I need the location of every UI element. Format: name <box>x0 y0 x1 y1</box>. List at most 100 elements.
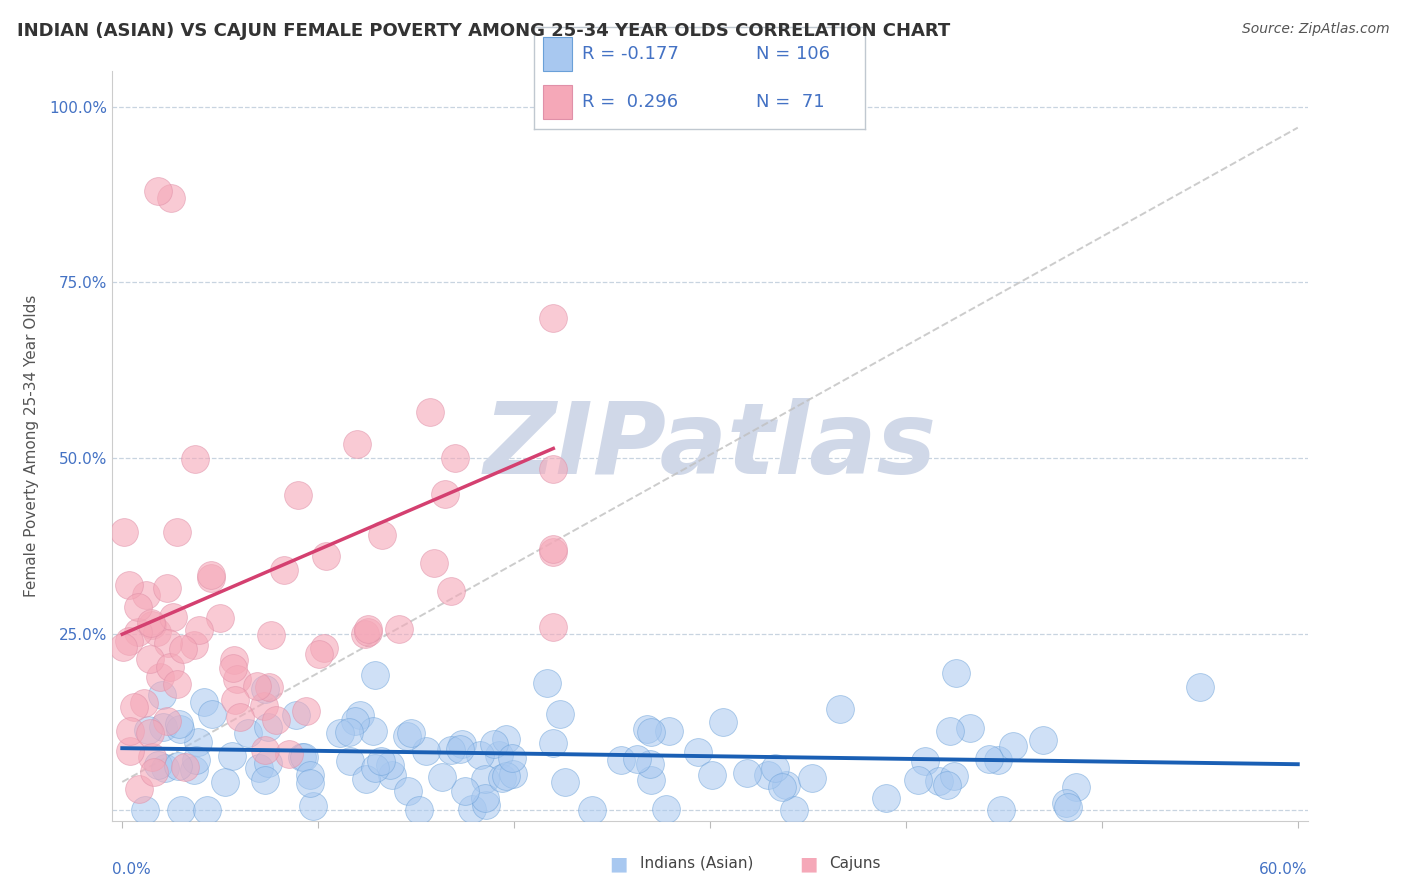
Point <box>160 191 183 205</box>
Point <box>354 772 377 787</box>
Point <box>907 772 929 787</box>
Point <box>370 754 392 768</box>
Point <box>315 549 337 564</box>
Point <box>136 723 159 737</box>
Point <box>543 541 565 556</box>
Point <box>638 756 661 771</box>
Point <box>640 772 662 787</box>
Point <box>461 802 484 816</box>
Point <box>935 778 957 792</box>
Point <box>378 758 401 772</box>
Point <box>501 750 523 764</box>
Point <box>183 638 205 652</box>
Point <box>357 625 380 640</box>
Point <box>256 720 278 734</box>
Text: INDIAN (ASIAN) VS CAJUN FEMALE POVERTY AMONG 25-34 YEAR OLDS CORRELATION CHART: INDIAN (ASIAN) VS CAJUN FEMALE POVERTY A… <box>17 22 950 40</box>
Point <box>120 744 142 758</box>
Text: 60.0%: 60.0% <box>1260 862 1308 877</box>
Point <box>474 772 496 787</box>
Point <box>363 724 385 739</box>
Point <box>610 753 633 767</box>
Point <box>170 803 193 817</box>
Point <box>1057 800 1080 814</box>
Point <box>253 699 276 714</box>
Point <box>939 724 962 739</box>
Text: Source: ZipAtlas.com: Source: ZipAtlas.com <box>1241 22 1389 37</box>
Text: Indians (Asian): Indians (Asian) <box>640 856 754 871</box>
Point <box>229 710 252 724</box>
Point <box>977 752 1000 766</box>
Point <box>364 668 387 682</box>
Point <box>287 488 309 502</box>
Point <box>112 640 135 655</box>
Point <box>735 766 758 780</box>
Point <box>543 544 565 558</box>
Point <box>127 624 149 639</box>
Point <box>201 707 224 722</box>
Text: R = -0.177: R = -0.177 <box>582 45 679 63</box>
Point <box>294 750 316 764</box>
Point <box>156 636 179 650</box>
Point <box>259 627 281 641</box>
Text: ■: ■ <box>609 854 628 873</box>
Point <box>439 583 461 598</box>
Point <box>770 780 793 794</box>
Point <box>156 581 179 595</box>
Point <box>636 723 658 737</box>
Point <box>295 704 318 718</box>
Point <box>173 760 195 774</box>
Text: ZIPatlas: ZIPatlas <box>484 398 936 494</box>
Point <box>122 700 145 714</box>
Point <box>363 761 385 775</box>
Point <box>423 556 446 570</box>
Text: 0.0%: 0.0% <box>112 862 152 877</box>
Point <box>132 696 155 710</box>
Point <box>221 661 243 675</box>
Point <box>454 784 477 798</box>
Point <box>440 742 463 756</box>
Point <box>127 599 149 614</box>
Point <box>763 761 786 775</box>
Point <box>419 404 441 418</box>
Point <box>1188 680 1211 694</box>
Point <box>329 726 352 740</box>
Point <box>298 776 321 790</box>
Point <box>150 688 173 702</box>
Point <box>536 676 558 690</box>
Point <box>187 623 209 637</box>
Point <box>430 770 453 784</box>
Point <box>254 743 277 757</box>
Point <box>474 790 496 805</box>
Point <box>200 571 222 585</box>
Point <box>120 723 142 738</box>
Point <box>1032 732 1054 747</box>
Point <box>928 774 950 789</box>
Point <box>943 769 966 783</box>
Point <box>159 660 181 674</box>
Point <box>828 702 851 716</box>
Point <box>135 589 157 603</box>
Point <box>357 622 380 636</box>
Point <box>775 778 797 792</box>
Point <box>688 746 710 760</box>
Y-axis label: Female Poverty Among 25-34 Year Olds: Female Poverty Among 25-34 Year Olds <box>24 295 38 597</box>
Point <box>700 768 723 782</box>
Point <box>118 634 141 648</box>
Point <box>193 695 215 709</box>
FancyBboxPatch shape <box>543 37 572 70</box>
Point <box>184 451 207 466</box>
Point <box>146 184 169 198</box>
Point <box>166 524 188 539</box>
Point <box>380 768 402 782</box>
Point <box>139 615 162 630</box>
Point <box>408 803 430 817</box>
Point <box>264 713 287 727</box>
Point <box>222 653 245 667</box>
Point <box>990 803 1012 817</box>
Point <box>246 680 269 694</box>
Point <box>299 768 322 782</box>
Point <box>259 680 281 694</box>
Point <box>156 714 179 728</box>
Point <box>945 665 967 680</box>
Point <box>118 578 141 592</box>
